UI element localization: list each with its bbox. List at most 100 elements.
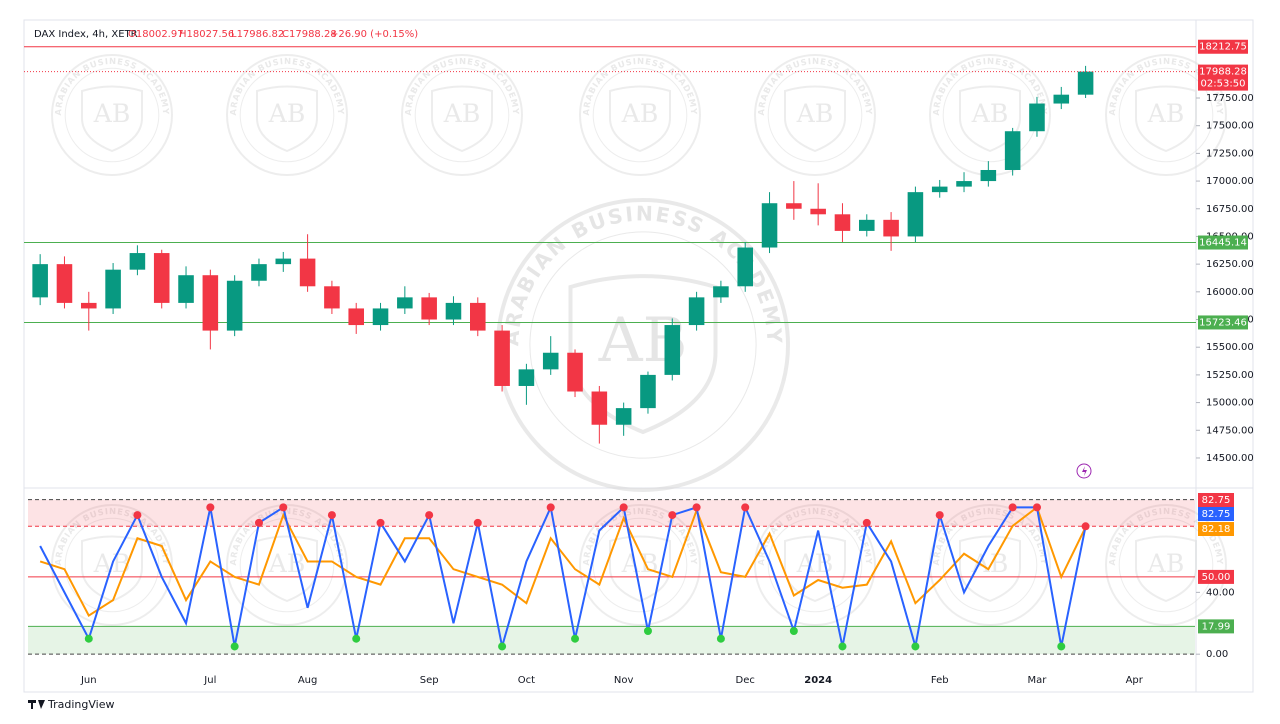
candle-body [1004, 131, 1021, 170]
level-label: 18212.75 [1199, 42, 1247, 53]
candle-body [737, 247, 753, 287]
footer-logo [28, 700, 45, 709]
candle-body [518, 369, 535, 386]
x-tick-label: Sep [420, 675, 439, 686]
overbought-dot [425, 511, 434, 520]
overbought-dot [741, 503, 750, 512]
candle-body [397, 297, 413, 309]
overbought-dot [668, 511, 677, 520]
watermark-ring [64, 67, 160, 163]
osc-level-label: 50.00 [1202, 572, 1231, 583]
watermark-ring [579, 504, 701, 626]
candle-body [178, 275, 194, 303]
y-tick-label: 16000.00 [1206, 287, 1254, 298]
watermark-ring [239, 67, 335, 163]
candle-body [1029, 103, 1045, 132]
candle-body [470, 302, 486, 331]
y-tick-label: 15000.00 [1206, 398, 1254, 409]
overbought-dot [935, 511, 944, 520]
x-tick-label: Feb [931, 675, 949, 686]
oversold-dot [911, 642, 920, 651]
candle-body [834, 214, 851, 231]
candle-body [567, 352, 583, 392]
candle-body [956, 181, 972, 187]
candle-body [299, 258, 316, 287]
watermark-shield [568, 274, 718, 435]
x-tick-label: Oct [518, 675, 535, 686]
watermark-ring [226, 504, 348, 626]
level-label-bg [1198, 315, 1248, 330]
y-tick-label: 16750.00 [1206, 204, 1254, 215]
candle-body [348, 308, 364, 326]
watermark-logo: AB [93, 99, 131, 128]
watermark-ring [579, 54, 701, 176]
ohlc-change: +26.90 (+0.15%) [330, 29, 418, 40]
y-tick-label: 17500.00 [1206, 121, 1254, 132]
footer-brand: TradingView [47, 698, 114, 711]
watermark-shield [784, 85, 846, 153]
watermark-ring [1105, 54, 1227, 176]
oversold-dot [838, 642, 847, 651]
candle-body [883, 219, 899, 237]
osc-line [39, 504, 1087, 647]
watermark-shield [431, 85, 493, 153]
last-value-label: 82.75 [1202, 509, 1231, 520]
x-tick-label: 2024 [804, 675, 832, 686]
overbought-dot [376, 518, 385, 527]
last-value-bg [1198, 522, 1234, 536]
oversold-dot [789, 627, 798, 635]
candle-body [931, 186, 948, 193]
watermark-logo: AB [1147, 99, 1185, 128]
x-tick-label: Jun [80, 675, 97, 686]
watermark-shield [609, 85, 671, 153]
candle-body [688, 297, 705, 326]
watermark-logo: AB [971, 99, 1009, 128]
oversold-dot [498, 642, 507, 651]
ohlc-high: H18027.56 [179, 29, 234, 40]
candle-body [1053, 94, 1070, 104]
candle-body [615, 408, 632, 425]
candle-body [372, 308, 389, 326]
oversold-dot [230, 642, 239, 651]
y-tick-label: 15500.00 [1206, 342, 1254, 353]
alert-icon[interactable] [1076, 463, 1092, 479]
watermark-ring [1118, 517, 1214, 613]
overbought-dot [692, 503, 701, 512]
candle-body [153, 253, 170, 303]
y-tick-label: 14500.00 [1206, 453, 1254, 464]
candle-body [105, 269, 121, 309]
osc-level-label-bg [1198, 493, 1234, 507]
watermark-logo: AB [443, 99, 481, 128]
overbought-dot [254, 518, 263, 527]
watermark-ring [1118, 67, 1214, 163]
candle-body [810, 208, 826, 215]
x-tick-label: Aug [298, 675, 318, 686]
osc-level-label: 17.99 [1202, 621, 1231, 632]
overbought-dot [1032, 503, 1041, 512]
level-label-bg [1198, 235, 1248, 250]
watermark-logo: AB [621, 549, 659, 578]
candle-body [494, 330, 510, 386]
watermark-ring [767, 517, 863, 613]
overbought-dot [862, 518, 871, 527]
overbought-dot [546, 503, 555, 512]
candle-body [542, 352, 559, 370]
y-tick-label: 17750.00 [1206, 93, 1254, 104]
candle-body [129, 253, 146, 270]
candle-body [324, 286, 340, 309]
ohlc-close: C17988.28 [282, 29, 337, 40]
level-label: 16445.14 [1199, 238, 1247, 249]
watermark-ring [1105, 504, 1227, 626]
y-tick-label: 16250.00 [1206, 259, 1254, 270]
watermark-logo: AB [796, 99, 834, 128]
watermark-ring [767, 67, 863, 163]
watermark-logo: AB [971, 549, 1009, 578]
watermark-ring [401, 54, 523, 176]
level-label-bg [1198, 39, 1248, 54]
watermark-ring [64, 517, 160, 613]
